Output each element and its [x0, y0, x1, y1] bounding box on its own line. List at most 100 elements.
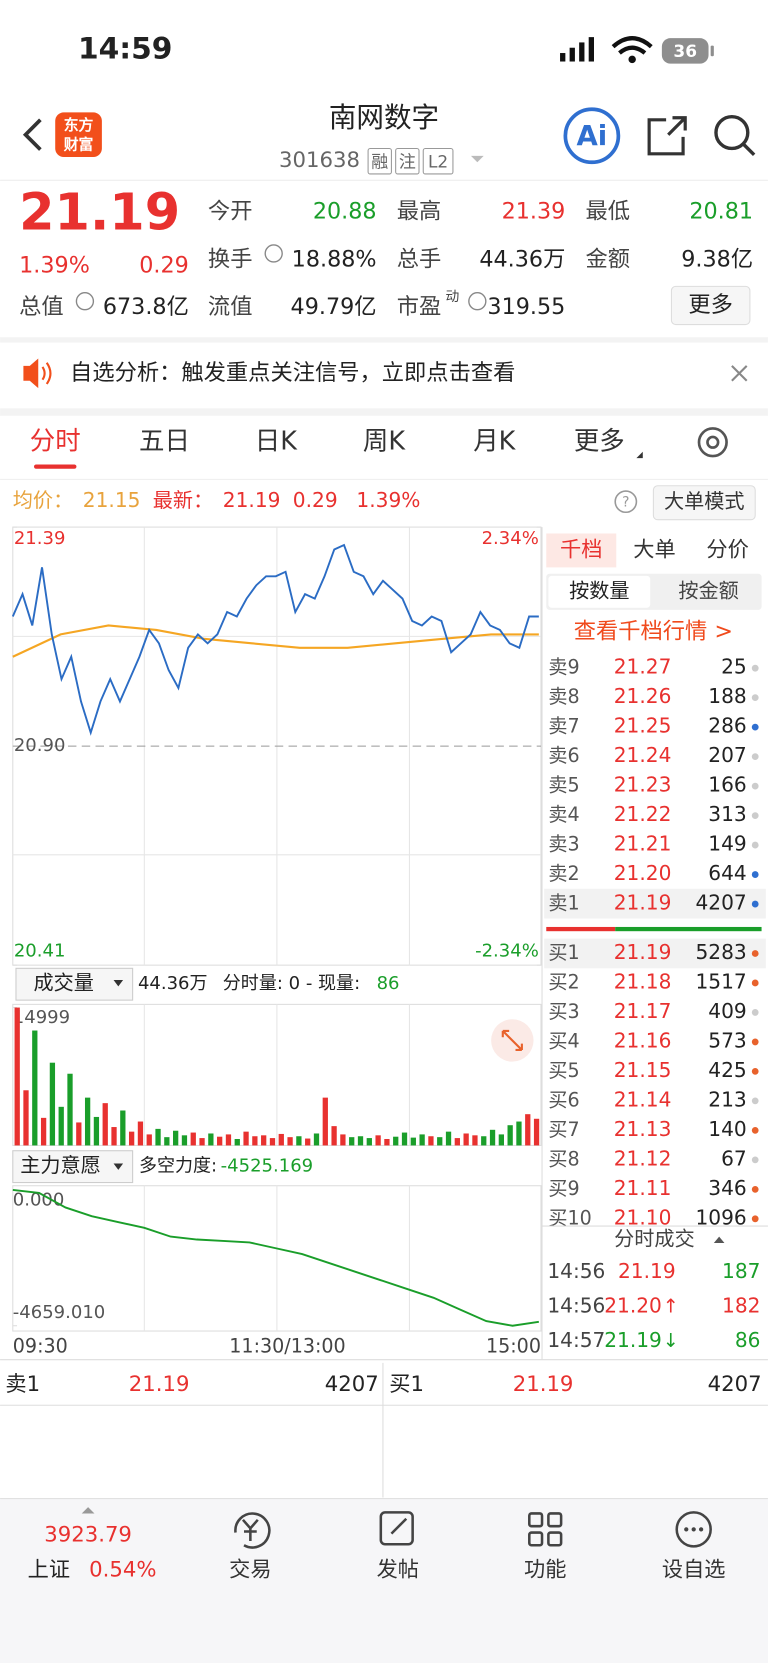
book-dot: [751, 782, 759, 790]
settings-button[interactable]: [697, 427, 728, 458]
mode-label[interactable]: 大单模式: [664, 489, 745, 513]
volume-bar: [305, 1138, 311, 1146]
book-label: 买5: [548, 1059, 579, 1082]
volume-selector[interactable]: [15, 967, 134, 1001]
info-icon: [264, 244, 283, 263]
tag-box: [367, 147, 392, 175]
book-dot: [751, 1068, 759, 1075]
book-dot: [751, 841, 759, 849]
book-volume: 425: [708, 1058, 746, 1082]
share-button[interactable]: [647, 116, 687, 156]
trades-title: 分时成交: [614, 1226, 695, 1250]
banner-text[interactable]: 自选分析：触发重点关注信号，立即点击查看: [70, 360, 515, 386]
avg-value: 21.15: [83, 488, 141, 512]
stat-label: 最低: [586, 199, 631, 225]
volume-bar: [252, 1136, 258, 1146]
book-label: 卖3: [548, 833, 579, 856]
tab-bar-item[interactable]: 交易: [229, 1558, 271, 1583]
book-volume: 1096: [695, 1205, 746, 1229]
stat-value: 319.55: [487, 294, 565, 320]
book-tab[interactable]: 千档: [560, 537, 602, 562]
book-dot: [751, 723, 759, 731]
ai-label[interactable]: Ai: [576, 119, 607, 152]
indicator-label[interactable]: 成交量: [33, 971, 93, 995]
tab[interactable]: 日K: [255, 426, 298, 456]
trades-arrow: [713, 1236, 725, 1244]
help-icon[interactable]: [614, 490, 638, 514]
y-tick-label: 14999: [13, 1007, 70, 1028]
flow-selector[interactable]: [12, 1150, 134, 1184]
book-price: 21.17: [614, 999, 672, 1023]
volume-bar: [498, 1134, 504, 1146]
tab-bar-item[interactable]: 发帖: [377, 1558, 419, 1583]
indicator-label[interactable]: 主力意愿: [20, 1153, 101, 1177]
volume-bar: [14, 1007, 20, 1146]
book-volume: 188: [708, 684, 746, 708]
latest-change: 0.29: [293, 488, 338, 512]
book-price: 21.23: [614, 773, 672, 797]
battery-level: 36: [673, 41, 697, 61]
volume-bar: [76, 1122, 82, 1146]
book-label: 买7: [548, 1118, 579, 1141]
y2-tick-label: 2.34%: [482, 528, 539, 549]
book-price: 21.14: [614, 1087, 672, 1111]
book-tab-active[interactable]: [546, 533, 617, 568]
book-dot: [751, 1038, 759, 1046]
volume-bar: [384, 1138, 390, 1146]
x-tick-label: 09:30: [13, 1334, 68, 1357]
book-price: 21.13: [614, 1117, 672, 1141]
book-label: 卖8: [548, 685, 579, 708]
tab-icons: [234, 1511, 712, 1549]
volume-bar: [287, 1137, 293, 1146]
more-label[interactable]: 更多: [688, 292, 733, 318]
subtab-active[interactable]: [548, 575, 651, 608]
trade-volume: 182: [722, 1294, 760, 1318]
selector-arrow: [113, 979, 124, 987]
stat-value: 44.36万: [479, 246, 565, 272]
book-volume: 5283: [695, 940, 746, 964]
tag-box: [422, 147, 454, 175]
y-tick-label: 21.39: [14, 528, 66, 549]
book-volume: 346: [708, 1176, 746, 1200]
volume-bar: [437, 1137, 443, 1146]
book-label: 买6: [548, 1088, 579, 1111]
mode-button[interactable]: [652, 485, 756, 521]
volume-now: 86: [377, 973, 400, 994]
stat-value: 20.88: [313, 199, 377, 225]
volume-bar: [23, 1090, 29, 1146]
ai-button[interactable]: [563, 107, 621, 165]
volume-bar: [58, 1106, 64, 1146]
book-volume: 213: [708, 1087, 746, 1111]
volume-bar: [278, 1133, 284, 1146]
latest-pct: 1.39%: [356, 488, 420, 512]
close-button[interactable]: [731, 365, 748, 382]
book-link[interactable]: 查看千档行情 >: [574, 619, 733, 645]
tab[interactable]: 分时: [30, 426, 81, 456]
tab[interactable]: 更多: [574, 426, 625, 456]
book-tab[interactable]: 分价: [706, 537, 748, 562]
stat-label: 市盈: [397, 294, 442, 320]
book-volume: 313: [708, 802, 746, 826]
back-button[interactable]: [22, 118, 42, 151]
price-line: [11, 543, 539, 736]
stat-value: 20.81: [689, 199, 753, 225]
trade-volume: 86: [735, 1328, 761, 1352]
book-subtab[interactable]: 按数量: [569, 578, 629, 602]
book-label: 卖1: [548, 892, 579, 915]
book-price: 21.19: [614, 891, 672, 915]
tab[interactable]: 月K: [473, 426, 516, 456]
search-button[interactable]: [714, 114, 756, 157]
help-mark: ?: [622, 495, 629, 511]
book-dot: [751, 1156, 759, 1164]
stat-label: 总手: [397, 246, 442, 272]
tab[interactable]: 周K: [363, 426, 406, 456]
trade-time: 14:56: [547, 1259, 605, 1283]
tab[interactable]: 五日: [139, 426, 190, 456]
more-button[interactable]: [670, 285, 751, 326]
tab-bar-item[interactable]: 功能: [524, 1558, 566, 1583]
trade-volume: 187: [722, 1259, 760, 1283]
book-tab[interactable]: 大单: [633, 537, 675, 562]
book-subtab[interactable]: 按金额: [678, 578, 738, 602]
dropdown[interactable]: [470, 155, 484, 163]
tab-bar-item[interactable]: 设自选: [662, 1558, 726, 1583]
